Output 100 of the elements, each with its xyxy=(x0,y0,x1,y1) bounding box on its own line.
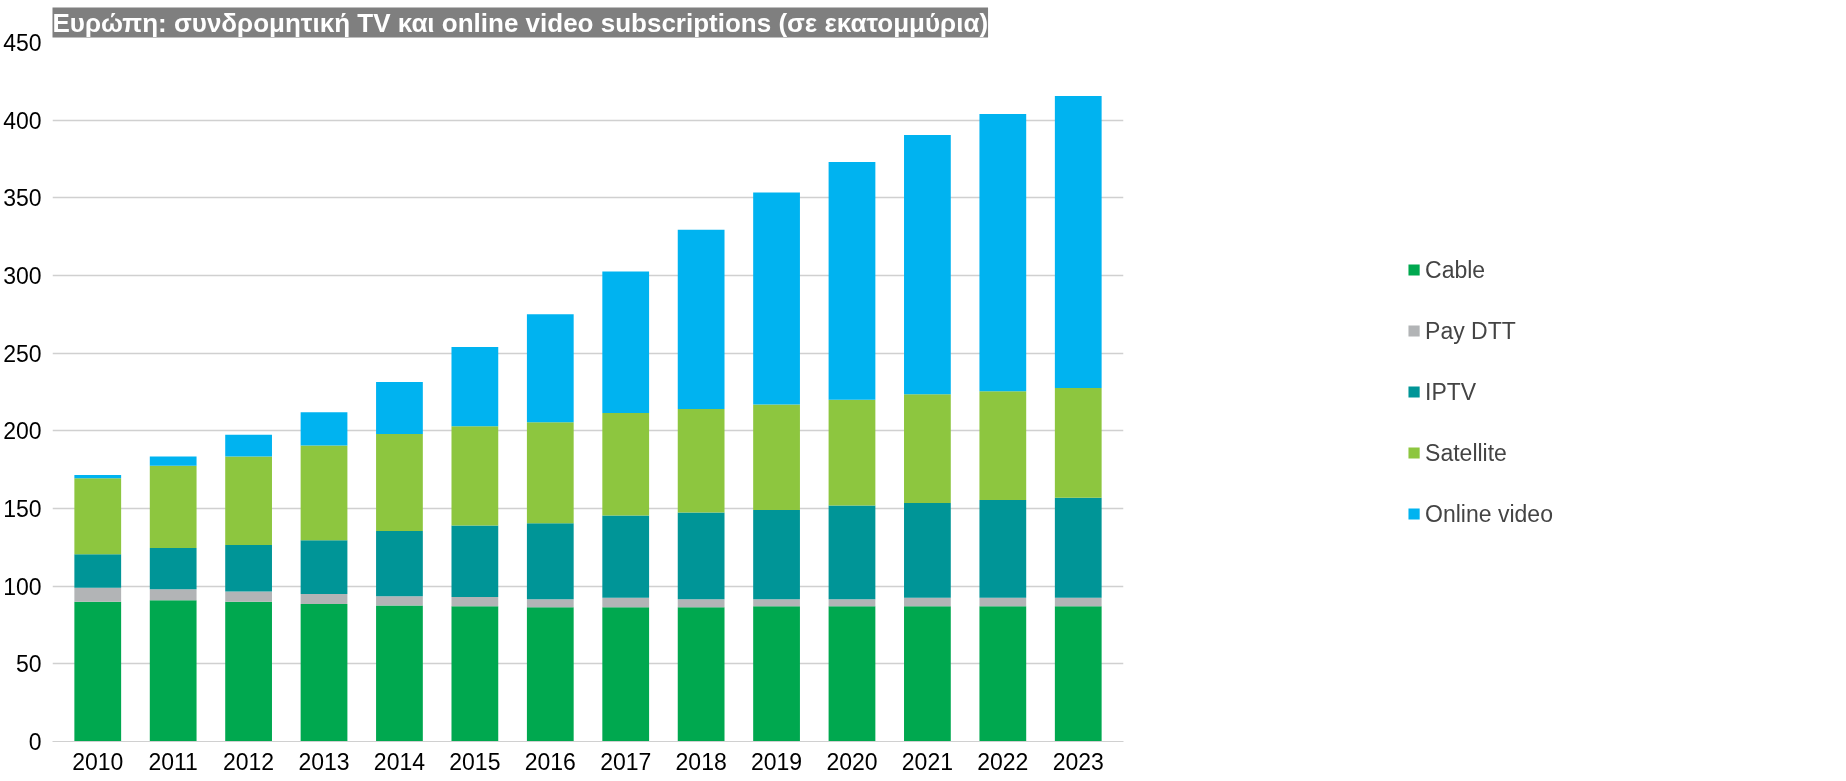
x-tick-label: 2018 xyxy=(675,748,727,775)
x-tick-label: 2023 xyxy=(1052,748,1104,775)
bar xyxy=(1054,606,1102,742)
bar xyxy=(1054,388,1102,498)
bar xyxy=(904,597,951,607)
bar xyxy=(904,394,951,504)
x-tick-label: 2022 xyxy=(977,748,1029,775)
x-tick-label: 2015 xyxy=(449,748,501,775)
bar xyxy=(979,606,1027,742)
bar xyxy=(677,607,725,742)
bar xyxy=(225,456,272,545)
y-tick-label: 0 xyxy=(28,729,42,755)
bar xyxy=(1054,96,1102,389)
bar xyxy=(451,606,499,742)
x-tick-label: 2014 xyxy=(373,748,426,775)
bar xyxy=(677,512,725,600)
bar xyxy=(1054,497,1102,598)
bar xyxy=(74,475,122,479)
bar xyxy=(904,503,951,598)
x-tick-label: 2021 xyxy=(901,748,953,775)
y-tick-label: 100 xyxy=(3,573,42,600)
x-tick-label: 2017 xyxy=(600,748,652,775)
bar xyxy=(753,599,800,607)
bar xyxy=(677,409,725,513)
bar xyxy=(979,499,1027,598)
y-tick-label: 400 xyxy=(3,107,42,134)
bar xyxy=(225,434,272,457)
bar xyxy=(753,510,800,600)
bar xyxy=(753,192,800,405)
bar xyxy=(979,597,1027,607)
bar xyxy=(376,596,423,606)
bar xyxy=(526,314,574,423)
bar xyxy=(149,456,197,466)
bar xyxy=(753,404,800,511)
legend-label: Online video xyxy=(1425,500,1553,527)
bar xyxy=(828,599,876,607)
bar xyxy=(1054,597,1102,607)
bar xyxy=(602,607,650,742)
bar xyxy=(74,587,122,602)
bar xyxy=(149,548,197,590)
bar xyxy=(300,445,348,541)
bar xyxy=(677,599,725,608)
bar xyxy=(677,229,725,410)
bar xyxy=(526,607,574,742)
bar xyxy=(300,540,348,594)
bar xyxy=(526,523,574,600)
y-tick-label: 250 xyxy=(3,340,42,367)
y-tick-label: 150 xyxy=(3,496,42,522)
y-tick-label: 450 xyxy=(3,30,42,56)
legend-label: Cable xyxy=(1425,256,1486,283)
x-tick-label: 2020 xyxy=(826,748,878,775)
bar xyxy=(300,412,348,446)
bar xyxy=(904,134,951,395)
bar xyxy=(74,478,122,555)
bar xyxy=(828,505,876,600)
bar xyxy=(376,381,423,434)
bar xyxy=(149,600,197,742)
bar xyxy=(979,391,1027,500)
bar xyxy=(451,346,499,427)
x-tick-label: 2010 xyxy=(72,748,124,775)
bar xyxy=(753,606,800,742)
x-tick-label: 2019 xyxy=(750,748,803,775)
bar xyxy=(904,606,951,742)
bar xyxy=(376,433,423,532)
bar xyxy=(376,531,423,597)
chart-title: Ευρώπη: συνδρομητική TV και online video subscriptions (σε εκατομμύρια) xyxy=(52,7,989,38)
bar xyxy=(979,113,1027,392)
bar xyxy=(74,554,122,588)
x-tick-label: 2016 xyxy=(524,748,576,775)
legend-label: Pay DTT xyxy=(1425,317,1516,344)
bar xyxy=(602,515,650,598)
bar xyxy=(376,605,423,742)
bar xyxy=(828,162,876,400)
bar xyxy=(526,422,574,524)
bar xyxy=(225,591,272,602)
bar xyxy=(74,601,122,742)
x-tick-label: 2013 xyxy=(298,748,350,775)
bar xyxy=(451,426,499,526)
legend-label: Satellite xyxy=(1425,439,1507,466)
bar xyxy=(225,601,272,742)
y-tick-label: 200 xyxy=(3,418,42,445)
x-tick-label: 2012 xyxy=(223,748,275,775)
bar xyxy=(602,597,650,608)
x-tick-label: 2011 xyxy=(148,748,198,775)
bar xyxy=(225,545,272,592)
bar xyxy=(602,412,650,516)
y-tick-label: 350 xyxy=(3,185,42,212)
bar xyxy=(149,589,197,601)
bar xyxy=(300,593,348,605)
bar xyxy=(602,271,650,413)
y-tick-label: 300 xyxy=(3,263,42,289)
bar xyxy=(300,604,348,742)
bar xyxy=(526,599,574,608)
bar xyxy=(828,399,876,506)
bar xyxy=(149,465,197,549)
bar xyxy=(451,525,499,598)
bar xyxy=(451,597,499,607)
bar xyxy=(828,606,876,742)
legend-label: IPTV xyxy=(1425,378,1477,405)
y-tick-label: 50 xyxy=(15,651,42,678)
